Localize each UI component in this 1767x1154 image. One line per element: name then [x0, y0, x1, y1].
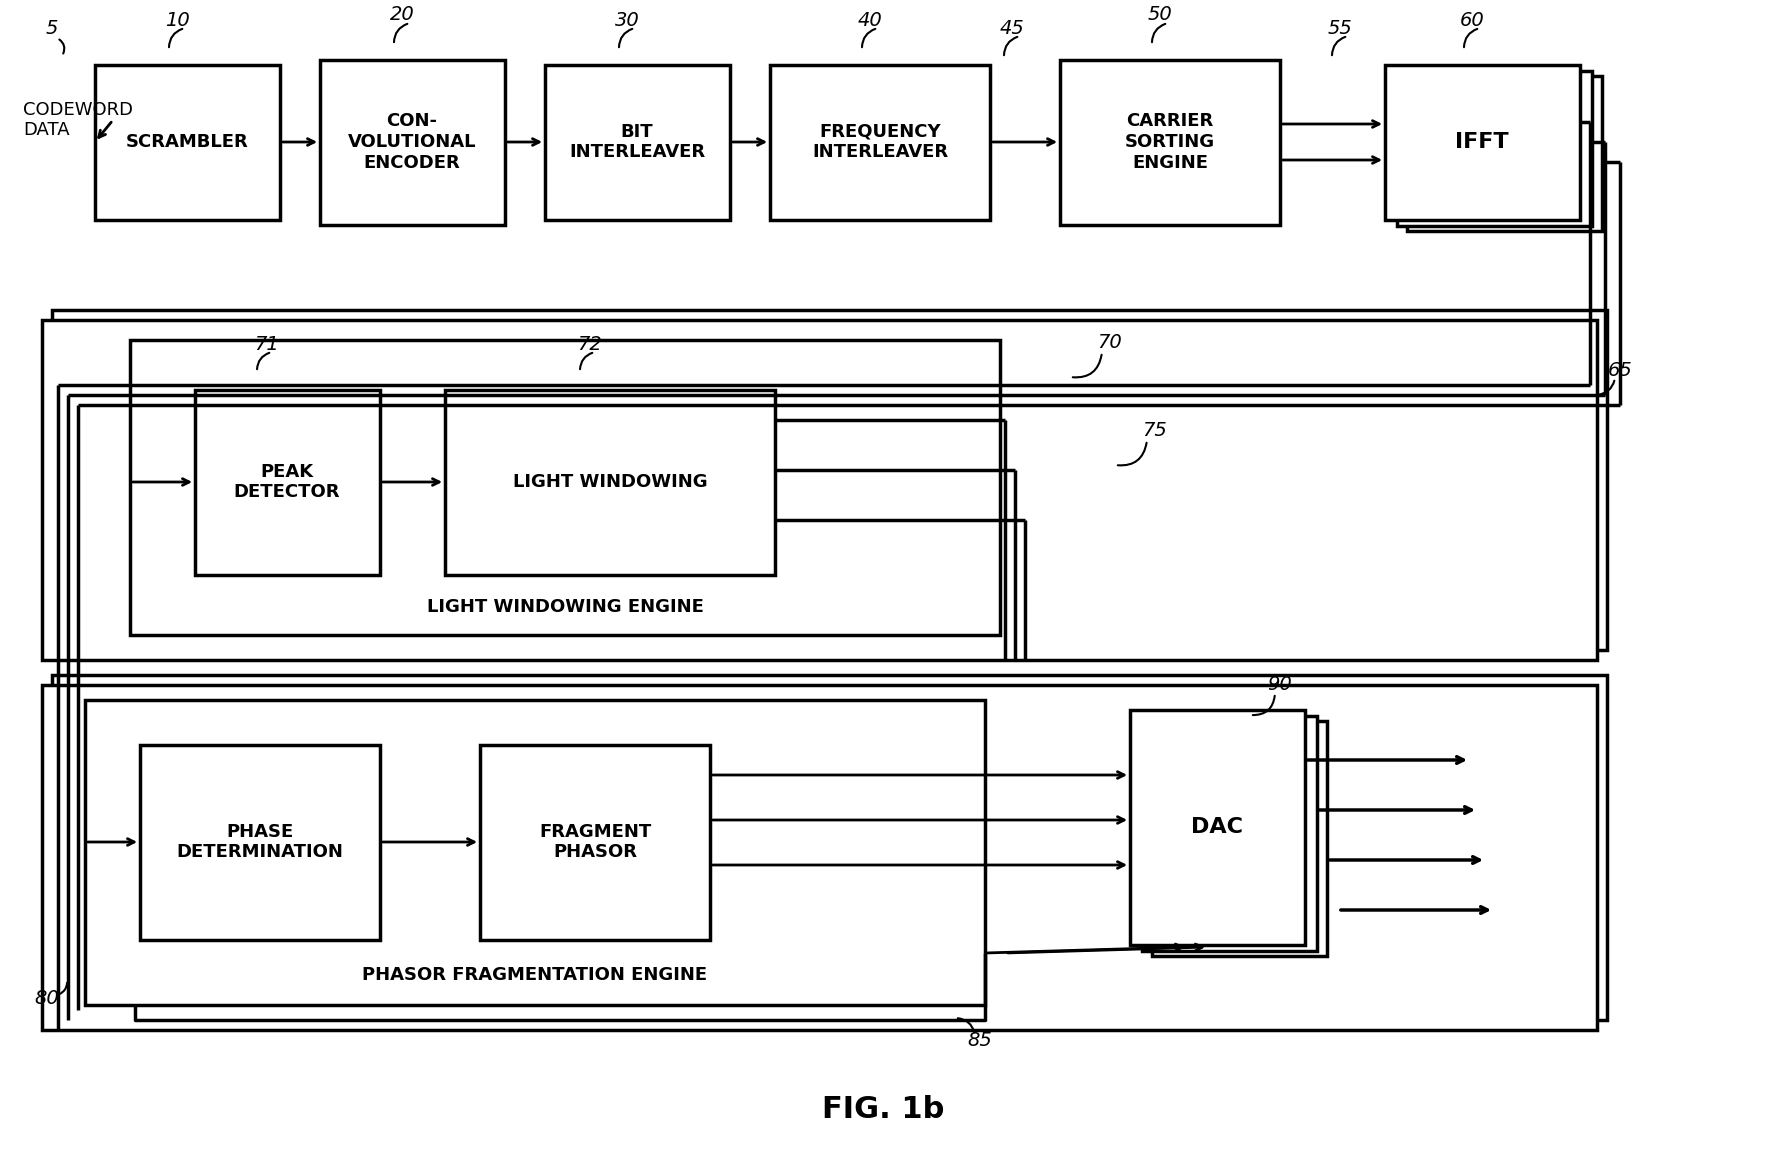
Text: PEAK
DETECTOR: PEAK DETECTOR: [233, 463, 341, 501]
Bar: [131, 340, 1000, 635]
Text: FREQUENCY
INTERLEAVER: FREQUENCY INTERLEAVER: [813, 122, 949, 162]
Text: 5: 5: [46, 18, 58, 37]
Text: PHASE
DETERMINATION: PHASE DETERMINATION: [177, 823, 343, 861]
Bar: [42, 685, 1597, 1031]
Bar: [1398, 72, 1592, 226]
Bar: [1131, 710, 1306, 945]
Text: 71: 71: [254, 336, 279, 354]
Text: CARRIER
SORTING
ENGINE: CARRIER SORTING ENGINE: [1126, 112, 1216, 172]
Bar: [445, 390, 776, 575]
Text: FIG. 1b: FIG. 1b: [822, 1095, 944, 1124]
Text: 10: 10: [164, 10, 189, 30]
Text: DAC: DAC: [1191, 817, 1242, 837]
Text: 75: 75: [1143, 420, 1168, 440]
Text: LIGHT WINDOWING: LIGHT WINDOWING: [512, 473, 707, 490]
Text: PHASOR FRAGMENTATION ENGINE: PHASOR FRAGMENTATION ENGINE: [362, 966, 707, 984]
Text: 40: 40: [857, 10, 882, 30]
Text: SCRAMBLER: SCRAMBLER: [125, 133, 249, 151]
Bar: [1407, 76, 1603, 231]
Bar: [1060, 60, 1279, 225]
Text: CODEWORD
DATA: CODEWORD DATA: [23, 100, 133, 140]
Text: 90: 90: [1267, 675, 1292, 695]
Text: IFFT: IFFT: [1456, 132, 1509, 152]
Text: LIGHT WINDOWING ENGINE: LIGHT WINDOWING ENGINE: [426, 598, 703, 616]
Text: 55: 55: [1327, 18, 1352, 37]
Text: CON-
VOLUTIONAL
ENCODER: CON- VOLUTIONAL ENCODER: [348, 112, 477, 172]
Bar: [544, 65, 730, 220]
Text: 50: 50: [1147, 6, 1172, 24]
Text: 70: 70: [1097, 332, 1122, 352]
Bar: [320, 60, 505, 225]
Bar: [1152, 721, 1327, 956]
Text: 72: 72: [578, 336, 603, 354]
Bar: [140, 745, 380, 941]
Text: 45: 45: [1000, 18, 1025, 37]
Text: 60: 60: [1460, 10, 1484, 30]
Bar: [194, 390, 380, 575]
Text: 30: 30: [615, 10, 640, 30]
Bar: [770, 65, 990, 220]
Text: BIT
INTERLEAVER: BIT INTERLEAVER: [569, 122, 705, 162]
Text: 85: 85: [968, 1031, 993, 1049]
Bar: [1385, 65, 1580, 220]
Text: 80: 80: [35, 989, 60, 1007]
Bar: [42, 320, 1597, 660]
Bar: [85, 700, 984, 1005]
Bar: [1141, 715, 1316, 951]
Bar: [51, 675, 1606, 1020]
Text: FRAGMENT
PHASOR: FRAGMENT PHASOR: [539, 823, 650, 861]
Text: 20: 20: [391, 6, 415, 24]
Text: 65: 65: [1608, 360, 1633, 380]
Bar: [481, 745, 710, 941]
Bar: [51, 310, 1606, 650]
Bar: [95, 65, 279, 220]
